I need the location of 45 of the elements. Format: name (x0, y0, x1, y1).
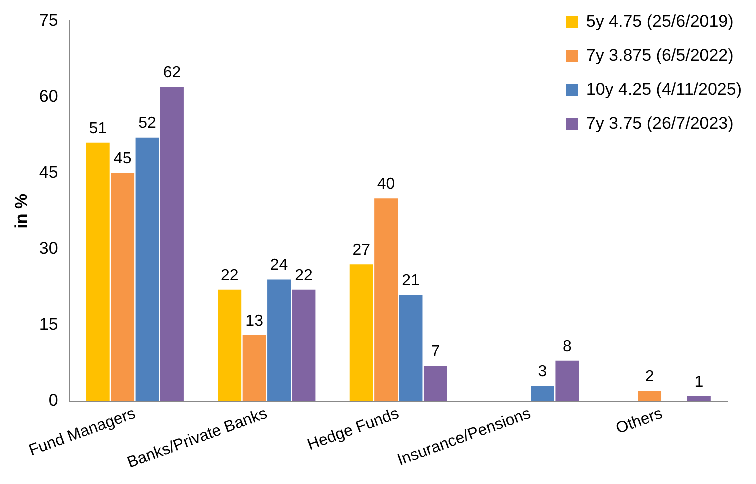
bar (374, 198, 398, 402)
bar (350, 264, 374, 402)
legend-label: 7y 3.875 (6/5/2022) (586, 46, 734, 66)
data-label: 3 (538, 364, 548, 381)
bar (242, 336, 266, 402)
legend-label: 7y 3.75 (26/7/2023) (586, 114, 734, 134)
bar (86, 142, 110, 402)
legend-label: 10y 4.25 (4/11/2025) (586, 80, 742, 100)
data-label: 22 (295, 267, 313, 284)
y-tick-label: 75 (39, 10, 58, 30)
bar (268, 280, 291, 402)
bar (399, 294, 423, 402)
x-tick-label: Hedge Funds (306, 405, 402, 454)
bar (292, 290, 316, 402)
data-label: 2 (645, 368, 654, 386)
data-label: 24 (270, 257, 288, 274)
data-label: 22 (220, 267, 239, 284)
y-tick-label: 15 (39, 315, 58, 334)
bar (556, 360, 580, 402)
data-label: 8 (562, 338, 572, 356)
legend-label: 5y 4.75 (25/6/2019) (586, 12, 734, 32)
data-label: 1 (694, 374, 704, 391)
data-label: 40 (377, 176, 396, 194)
bar (687, 396, 711, 402)
bar (638, 391, 662, 402)
data-label: 52 (138, 115, 157, 132)
data-label: 45 (114, 150, 132, 168)
y-tick-label: 45 (39, 162, 58, 182)
y-tick-label: 60 (39, 86, 58, 106)
x-tick-label: Others (614, 405, 666, 438)
data-label: 27 (352, 242, 371, 259)
data-label: 21 (402, 272, 420, 290)
bar (531, 386, 554, 402)
data-label: 62 (163, 64, 182, 82)
data-label: 7 (431, 343, 440, 360)
y-tick-label: 30 (39, 239, 58, 258)
y-tick-label: 0 (48, 391, 58, 410)
data-label: 13 (246, 312, 264, 330)
y-axis-title: in % (12, 194, 31, 229)
bar (160, 87, 184, 402)
bar (136, 138, 160, 402)
bar (111, 173, 135, 402)
data-label: 51 (89, 120, 108, 138)
bar (218, 290, 242, 402)
bar (424, 366, 448, 402)
